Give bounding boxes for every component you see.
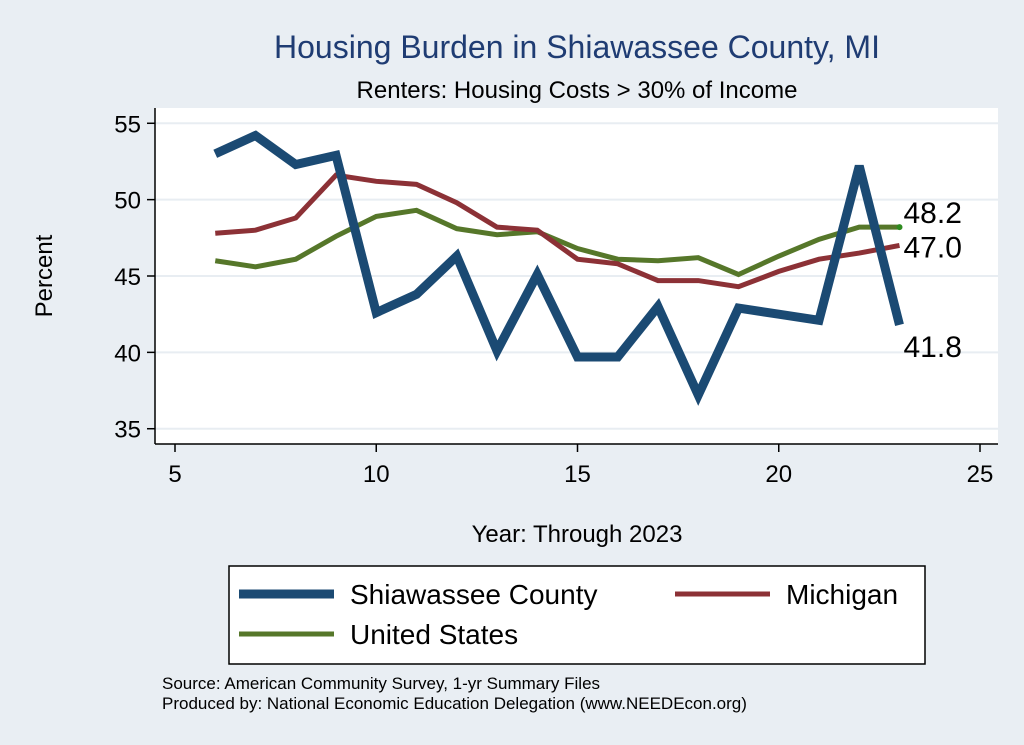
y-tick-label: 55 — [114, 111, 141, 138]
source-note: Source: American Community Survey, 1-yr … — [162, 674, 600, 693]
end-point-marker — [896, 224, 903, 231]
x-tick-label: 20 — [765, 461, 792, 488]
x-tick-label: 5 — [168, 461, 181, 488]
series-line-shiawassee-county — [213, 130, 904, 406]
x-axis-label: Year: Through 2023 — [472, 521, 683, 548]
x-tick-label: 25 — [967, 461, 994, 488]
x-tick-label: 10 — [363, 461, 390, 488]
series-lines — [213, 130, 904, 406]
legend — [228, 565, 926, 665]
y-tick-label: 45 — [114, 264, 141, 291]
y-tick-label: 35 — [114, 417, 141, 444]
end-label-united-states: 48.2 — [904, 197, 962, 230]
y-tick-label: 50 — [114, 188, 141, 215]
producer-note: Produced by: National Economic Education… — [162, 694, 747, 713]
legend-items: Shiawassee County Michigan United States — [239, 579, 898, 650]
y-tick-label: 40 — [114, 340, 141, 367]
chart-subtitle: Renters: Housing Costs > 30% of Income — [357, 77, 798, 104]
series-line-michigan — [215, 172, 900, 290]
chart-title: Housing Burden in Shiawassee County, MI — [274, 29, 880, 65]
x-tick-label: 15 — [564, 461, 591, 488]
end-label-shiawassee-county: 41.8 — [904, 331, 962, 364]
legend-label: Shiawassee County — [350, 579, 597, 610]
y-axis-label: Percent — [31, 234, 58, 317]
legend-label: United States — [350, 619, 518, 650]
legend-label: Michigan — [786, 579, 898, 610]
end-labels: 41.8 47.048.2 — [896, 197, 962, 364]
series-line-united-states — [214, 207, 900, 278]
end-label-michigan: 47.0 — [904, 231, 962, 264]
